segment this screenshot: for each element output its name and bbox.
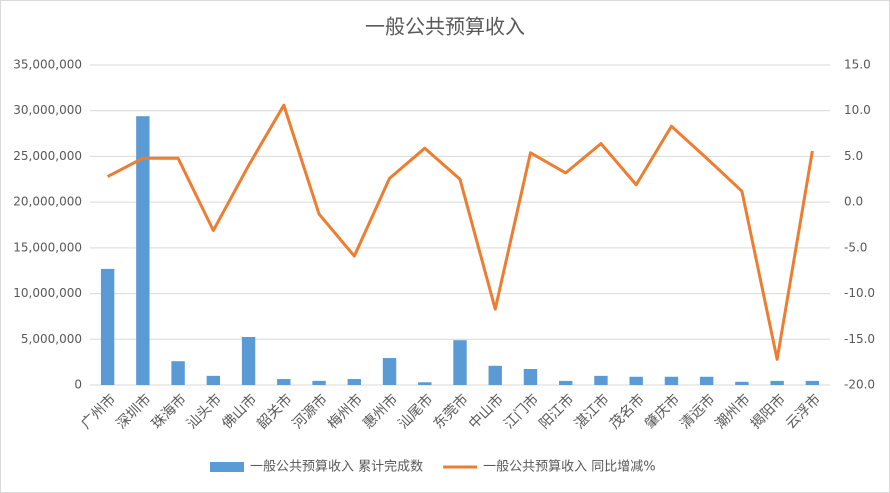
- bar: [488, 365, 502, 385]
- legend-label: 一般公共预算收入 同比增减%: [483, 459, 656, 475]
- bar: [382, 358, 397, 385]
- y-tick-label: 20,000,000: [13, 195, 82, 209]
- y-tick-label: 30,000,000: [13, 103, 82, 117]
- y2-tick-label: 5.0: [844, 149, 863, 163]
- bar: [241, 337, 256, 385]
- bar: [523, 369, 538, 385]
- y2-tick-label: -5.0: [844, 240, 867, 254]
- bar: [100, 268, 115, 385]
- bar: [312, 380, 326, 385]
- y-tick-label: 35,000,000: [13, 58, 82, 72]
- chart-title: 一般公共预算收入: [365, 15, 525, 39]
- bar: [347, 379, 361, 385]
- y2-tick-label: -20.0: [844, 378, 875, 392]
- bar: [171, 361, 185, 385]
- bar: [699, 376, 714, 385]
- y2-tick-label: -10.0: [844, 286, 875, 300]
- y2-tick-label: 0.0: [844, 195, 863, 209]
- bar: [805, 380, 820, 385]
- bar: [453, 340, 467, 385]
- y-tick-label: 25,000,000: [13, 149, 82, 163]
- y-tick-label: 0: [74, 378, 82, 392]
- bar: [629, 376, 643, 385]
- bar: [770, 380, 784, 385]
- y2-tick-label: -15.0: [844, 332, 875, 346]
- bar: [735, 381, 749, 385]
- line: [106, 103, 814, 361]
- bar: [277, 379, 291, 385]
- bar: [594, 375, 608, 385]
- bar: [418, 382, 432, 385]
- bar: [206, 375, 221, 385]
- y-tick-label: 15,000,000: [13, 240, 82, 254]
- bar: [136, 116, 150, 385]
- y2-tick-label: 15.0: [844, 58, 871, 72]
- y2-tick-label: 10.0: [844, 103, 871, 117]
- bar: [664, 376, 679, 385]
- y-tick-label: 5,000,000: [21, 332, 82, 346]
- legend-swatch: [210, 462, 244, 472]
- bar: [559, 380, 573, 385]
- y-tick-label: 10,000,000: [13, 286, 82, 300]
- legend-label: 一般公共预算收入 累计完成数: [250, 459, 423, 475]
